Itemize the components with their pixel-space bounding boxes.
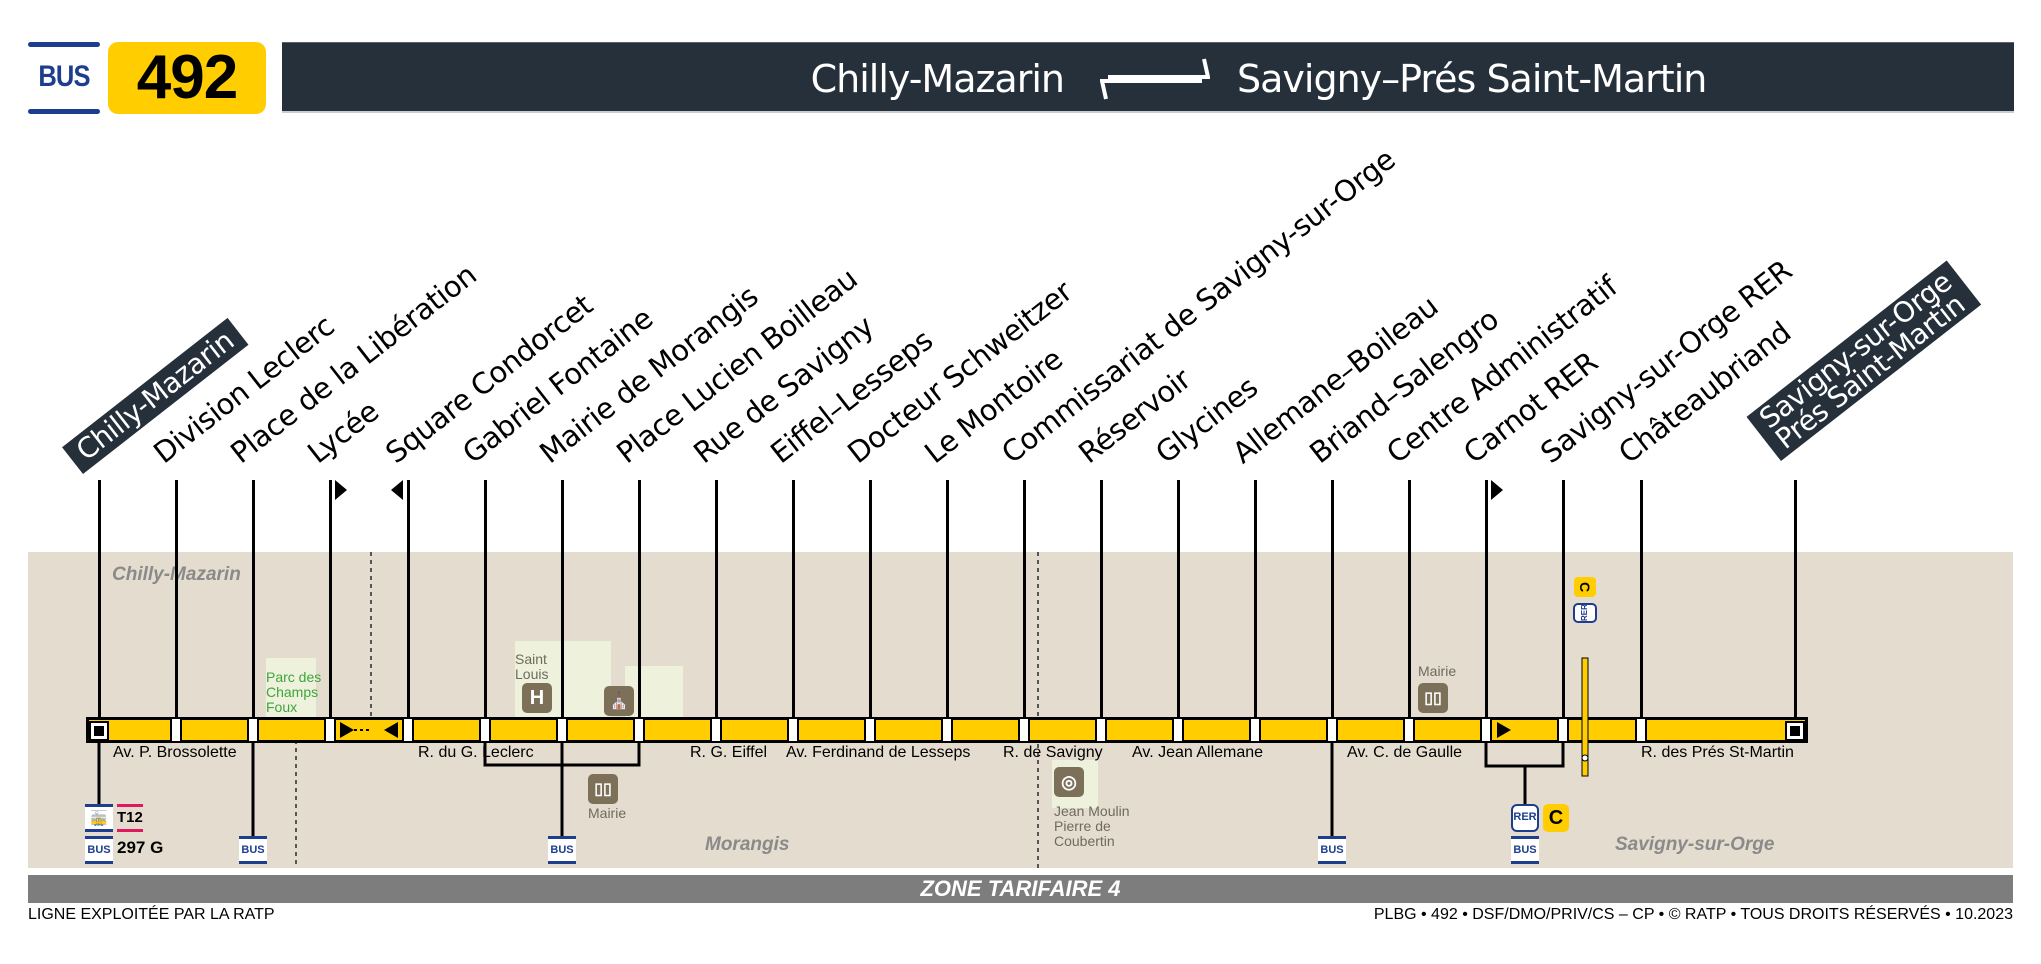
town-hall-icon: ▯▯ (1418, 683, 1448, 713)
stop-connector-line (638, 480, 641, 720)
tram-line-t12: T12 (117, 804, 143, 832)
stop-connector-line (715, 480, 718, 720)
bus-connection-badge: BUS (1318, 836, 1346, 864)
stop-connector-line (252, 480, 255, 720)
bus-connection-badge: BUS (548, 836, 576, 864)
stop-marker[interactable] (864, 717, 876, 743)
destination-label: Savigny–Prés Saint-Martin (1237, 57, 1707, 101)
stop-connector-line (1023, 480, 1026, 720)
stop-marker[interactable] (556, 717, 568, 743)
logo-bar-bottom (28, 109, 100, 114)
town-hall-icon: ▯▯ (588, 774, 618, 804)
park-area (266, 658, 316, 717)
stop-marker[interactable] (479, 717, 491, 743)
poi-mairie-morangis-label: Mairie (588, 805, 627, 821)
stop-connector-line (407, 480, 410, 720)
stop-connector-line (1408, 480, 1411, 720)
stop-connector-line (98, 480, 101, 720)
stadium-icon: ◎ (1054, 767, 1084, 797)
stop-connector-line (329, 480, 332, 720)
logo-bar-top (28, 42, 100, 47)
stop-marker[interactable] (1480, 717, 1492, 743)
street-label: Av. Jean Allemane (1132, 744, 1264, 761)
stop-connector-line (1562, 480, 1565, 720)
church-icon: ⛪ (604, 686, 634, 716)
fare-zone-bar: ZONE TARIFAIRE 4 (28, 875, 2013, 903)
stop-connector-line (946, 480, 949, 720)
street-label: R. du G. Leclerc (418, 744, 534, 761)
stop-connector-line (1485, 480, 1488, 720)
tram-icon: 🚋 (85, 804, 113, 832)
stop-marker[interactable] (1095, 717, 1107, 743)
stop-marker[interactable] (710, 717, 722, 743)
stop-marker[interactable] (170, 717, 182, 743)
poi-hospital-label: Saint Louis (515, 651, 549, 682)
stop-connector-line (1177, 480, 1180, 720)
stop-marker[interactable] (1326, 717, 1338, 743)
rer-badge: RER (1573, 603, 1597, 623)
rer-line-c-badge: C (1574, 577, 1596, 597)
stop-connector-line (1640, 480, 1643, 720)
stop-marker[interactable] (1557, 717, 1569, 743)
stop-marker[interactable] (633, 717, 645, 743)
stop-connector-line (561, 480, 564, 720)
stop-marker[interactable] (324, 717, 336, 743)
stop-marker[interactable] (1635, 717, 1647, 743)
street-label: R. des Prés St-Martin (1641, 744, 1794, 761)
bus-connection-badge: BUS (85, 836, 113, 864)
stop-marker[interactable] (1018, 717, 1030, 743)
stop-connector-line (1100, 480, 1103, 720)
stop-marker[interactable] (1403, 717, 1415, 743)
map-area (28, 552, 2013, 868)
stop-connector-line (869, 480, 872, 720)
commune-morangis: Morangis (705, 834, 790, 855)
stop-marker[interactable] (1249, 717, 1261, 743)
bus-line-297g: 297 G (117, 838, 164, 857)
poi-mairie-savigny-label: Mairie (1418, 663, 1457, 679)
stop-marker[interactable] (402, 717, 414, 743)
stop-connector-line (484, 480, 487, 720)
stop-marker[interactable] (787, 717, 799, 743)
poi-stadium-label: Jean Moulin Pierre de Coubertin (1054, 803, 1130, 849)
commune-savigny: Savigny-sur-Orge (1615, 834, 1775, 855)
origin-label: Chilly-Mazarin (810, 57, 1065, 101)
stop-marker[interactable] (247, 717, 259, 743)
stop-connector-line (792, 480, 795, 720)
bidirectional-arrows-icon (1100, 58, 1210, 100)
stop-marker[interactable] (1172, 717, 1184, 743)
stop-connector-line (175, 480, 178, 720)
line-number-badge: 492 (108, 42, 266, 114)
bus-mode-logo: BUS (28, 42, 100, 114)
bus-logo-text: BUS (38, 60, 90, 93)
bus-connection-badge: BUS (1511, 836, 1539, 864)
stop-connector-line (1331, 480, 1334, 720)
street-label: Av. Ferdinand de Lesseps (786, 744, 971, 761)
poi-park-label: Parc des Champs Foux (266, 669, 322, 715)
bus-connection-badge: BUS (239, 836, 267, 864)
destination-bar: Chilly-Mazarin Savigny–Prés Saint-Martin (282, 42, 2014, 113)
church-area (625, 666, 683, 717)
stop-connector-line (1794, 480, 1797, 720)
street-label: Av. P. Brossolette (113, 744, 237, 761)
street-label: Av. C. de Gaulle (1347, 744, 1463, 761)
street-label: R. G. Eiffel (690, 744, 768, 761)
hospital-icon: H (522, 683, 552, 713)
rer-line-c-badge: C (1543, 804, 1569, 832)
document-credits: PLBG • 492 • DSF/DMO/PRIV/CS – CP • © RA… (1373, 906, 2013, 923)
operator-credit: LIGNE EXPLOITÉE PAR LA RATP (28, 906, 275, 923)
stop-marker[interactable] (941, 717, 953, 743)
street-label: R. de Savigny (1003, 744, 1103, 761)
stop-connector-line (1254, 480, 1257, 720)
rer-badge: RER (1511, 804, 1539, 832)
